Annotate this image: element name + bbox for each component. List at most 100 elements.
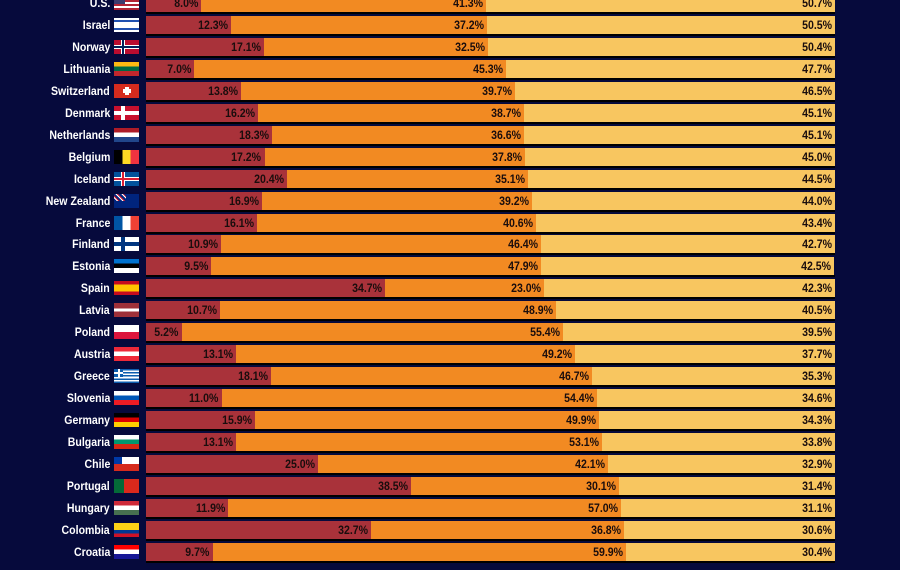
data-label: 31.1%: [802, 500, 832, 515]
bar-segment-3: 47.7%: [506, 59, 835, 78]
data-label: 13.1%: [203, 435, 234, 449]
bar-row: Switzerland 13.8% 39.7% 46.5%: [0, 80, 900, 102]
bar-segment-1: 11.0%: [146, 389, 222, 408]
data-label: 34.6%: [802, 391, 832, 406]
data-label: 18.3%: [239, 127, 270, 142]
bar-segment-3: 32.9%: [608, 454, 835, 473]
data-label: 33.8%: [802, 435, 832, 449]
bar-segment-3: 34.6%: [596, 389, 835, 408]
bar-row: Slovenia 11.0% 54.4% 34.6%: [0, 387, 900, 410]
bar-segment-2: 46.4%: [221, 235, 541, 254]
flag-de-icon: [114, 413, 139, 428]
bar-row: Israel 12.3% 37.2% 50.5%: [0, 14, 900, 36]
flag-us-icon: [114, 0, 139, 10]
data-label: 36.6%: [491, 127, 522, 142]
stacked-bar: 16.2% 38.7% 45.1%: [146, 103, 835, 124]
flag-lt-icon: [114, 61, 139, 76]
data-label: 40.5%: [802, 303, 832, 318]
data-label: 35.1%: [495, 171, 526, 186]
data-label: 7.0%: [167, 61, 192, 76]
stacked-bar: 34.7% 23.0% 42.3%: [146, 279, 835, 300]
stacked-bar: 10.9% 46.4% 42.7%: [146, 235, 835, 256]
stacked-bar: 18.1% 46.7% 35.3%: [146, 367, 835, 388]
data-label: 57.0%: [587, 500, 618, 515]
bar-row: Norway 17.1% 32.5% 50.4%: [0, 36, 900, 58]
bar-segment-3: 44.5%: [528, 169, 835, 188]
bar-segment-1: 5.2%: [146, 323, 182, 342]
data-label: 45.1%: [802, 127, 832, 142]
flag-nz-icon: [114, 193, 139, 208]
country-label: Estonia: [71, 259, 110, 274]
country-label: Bulgaria: [67, 435, 110, 449]
bar-segment-3: 43.4%: [536, 213, 835, 232]
bar-row: Spain 34.7% 23.0% 42.3%: [0, 277, 900, 300]
data-label: 49.2%: [542, 347, 573, 362]
bar-segment-3: 42.7%: [540, 235, 835, 254]
bar-segment-2: 59.9%: [212, 542, 626, 561]
flag-si-icon: [114, 391, 139, 406]
country-label: Slovenia: [66, 391, 110, 406]
data-label: 46.5%: [802, 83, 832, 98]
bar-segment-1: 38.5%: [146, 476, 412, 495]
data-label: 48.9%: [523, 303, 554, 318]
stacked-bar: 7.0% 45.3% 47.7%: [146, 59, 835, 80]
bar-segment-2: 40.6%: [256, 213, 537, 232]
bar-segment-2: 45.3%: [194, 59, 507, 78]
data-label: 17.2%: [231, 149, 262, 164]
data-label: 38.5%: [378, 478, 409, 493]
bar-segment-2: 54.4%: [221, 389, 597, 408]
flag-es-icon: [114, 281, 139, 296]
data-label: 44.5%: [802, 171, 832, 186]
bar-row: Estonia 9.5% 47.9% 42.5%: [0, 255, 900, 278]
bar-segment-2: 47.9%: [211, 257, 542, 276]
country-label: Switzerland: [51, 83, 110, 98]
stacked-bar: 13.1% 53.1% 33.8%: [146, 433, 835, 453]
bar-segment-1: 16.9%: [146, 191, 263, 210]
country-label: Netherlands: [48, 127, 110, 142]
data-label: 44.0%: [802, 193, 832, 208]
bar-segment-1: 25.0%: [146, 454, 319, 473]
data-label: 50.4%: [802, 39, 832, 54]
bar-row: Austria 13.1% 49.2% 37.7%: [0, 343, 900, 366]
bar-segment-1: 9.7%: [146, 542, 213, 561]
bar-segment-1: 20.4%: [146, 169, 287, 188]
bar-segment-3: 42.5%: [541, 257, 835, 276]
bar-segment-2: 53.1%: [236, 433, 603, 451]
bar-row: Greece 18.1% 46.7% 35.3%: [0, 365, 900, 388]
bar-segment-1: 18.3%: [146, 125, 273, 144]
flag-pt-icon: [114, 478, 139, 493]
country-label: Belgium: [68, 149, 110, 164]
bar-segment-1: 13.1%: [146, 433, 237, 451]
flag-hr-icon: [114, 544, 139, 559]
data-label: 32.5%: [454, 39, 485, 54]
bar-segment-1: 13.1%: [146, 345, 237, 364]
country-label: Israel: [82, 17, 110, 32]
data-label: 11.0%: [189, 391, 219, 406]
bar-segment-2: 37.2%: [230, 15, 488, 34]
stacked-bar: 32.7% 36.8% 30.6%: [146, 520, 835, 541]
bar-row: Latvia 10.7% 48.9% 40.5%: [0, 299, 900, 322]
country-label: Lithuania: [63, 61, 110, 76]
bar-segment-2: 42.1%: [318, 454, 609, 473]
data-label: 30.6%: [802, 522, 832, 537]
data-label: 11.9%: [195, 500, 225, 515]
data-label: 54.4%: [563, 391, 594, 406]
data-label: 39.2%: [499, 193, 530, 208]
country-label: Denmark: [64, 105, 110, 120]
data-label: 45.0%: [802, 149, 832, 164]
bar-row: France 16.1% 40.6% 43.4%: [0, 212, 900, 234]
data-label: 42.3%: [802, 281, 832, 296]
data-label: 16.2%: [224, 105, 255, 120]
data-label: 20.4%: [253, 171, 284, 186]
bar-segment-3: 30.4%: [625, 542, 835, 561]
stacked-bar: 9.7% 59.9% 30.4%: [146, 542, 835, 563]
data-label: 13.1%: [203, 347, 234, 362]
data-label: 50.5%: [802, 17, 832, 32]
data-label: 39.5%: [802, 325, 832, 340]
data-label: 9.7%: [185, 544, 210, 559]
bar-segment-2: 57.0%: [227, 498, 621, 517]
data-label: 42.5%: [801, 259, 832, 274]
data-label: 31.4%: [802, 478, 832, 493]
bar-segment-1: 8.0%: [146, 0, 202, 12]
flag-dk-icon: [114, 105, 139, 120]
